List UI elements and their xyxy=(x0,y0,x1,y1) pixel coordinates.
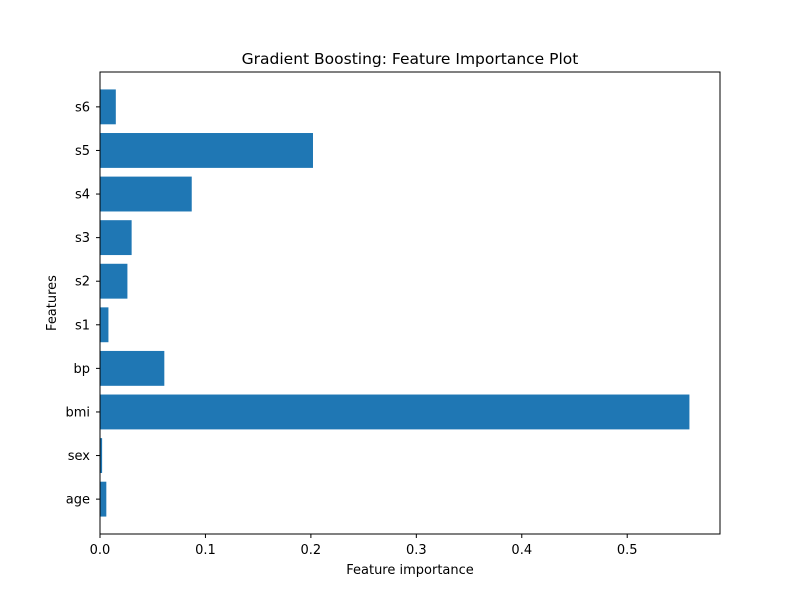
bar-bp xyxy=(100,350,165,386)
y-tick-label-s6: s6 xyxy=(75,100,90,115)
x-tick-label: 0.4 xyxy=(511,543,532,558)
bar-s3 xyxy=(100,220,132,256)
y-tick-label-s1: s1 xyxy=(75,318,90,333)
bar-s4 xyxy=(100,176,192,212)
y-tick-label-bp: bp xyxy=(73,362,90,377)
y-tick-label-s3: s3 xyxy=(75,231,90,246)
y-tick-label-s5: s5 xyxy=(75,144,90,159)
x-tick-label: 0.3 xyxy=(406,543,427,558)
bar-s1 xyxy=(100,307,109,343)
y-tick-label-bmi: bmi xyxy=(65,405,90,420)
bar-age xyxy=(100,481,107,517)
y-axis-label: Features xyxy=(45,275,60,331)
bar-bmi xyxy=(100,394,690,430)
y-tick-label-age: age xyxy=(66,493,90,508)
bar-s2 xyxy=(100,263,128,299)
bars-group xyxy=(100,89,690,517)
x-axis-ticks: 0.0 0.1 0.2 0.3 0.4 0.5 xyxy=(90,534,638,558)
y-tick-label-sex: sex xyxy=(68,449,91,464)
y-tick-label-s4: s4 xyxy=(75,188,90,203)
x-tick-label: 0.2 xyxy=(301,543,322,558)
x-tick-label: 0.0 xyxy=(90,543,111,558)
bar-s6 xyxy=(100,89,116,125)
x-tick-label: 0.1 xyxy=(195,543,216,558)
chart-title: Gradient Boosting: Feature Importance Pl… xyxy=(242,50,579,68)
bar-sex xyxy=(100,438,103,473)
bar-s5 xyxy=(100,133,313,168)
x-tick-label: 0.5 xyxy=(617,543,638,558)
y-axis-ticks: age sex bmi bp s1 s2 s3 s4 s5 s6 xyxy=(65,100,100,508)
x-axis-label: Feature importance xyxy=(346,563,474,578)
plot-frame xyxy=(99,71,721,535)
y-tick-label-s2: s2 xyxy=(75,275,90,290)
